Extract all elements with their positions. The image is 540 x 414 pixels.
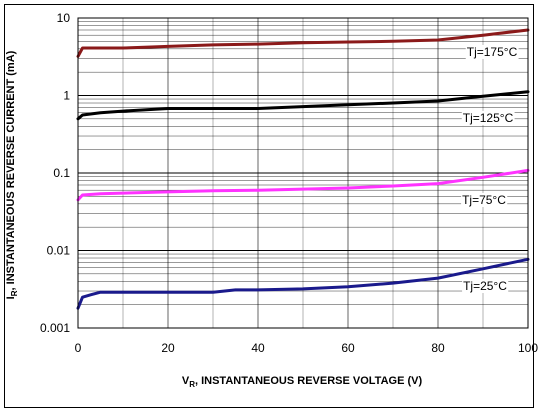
series-label: Tj=25°C xyxy=(463,279,507,293)
y-axis-title: IR, INSTANTANEOUS REVERSE CURRENT (mA) xyxy=(5,50,19,299)
series-lines xyxy=(76,28,530,310)
x-tick-label: 0 xyxy=(75,341,82,355)
y-tick-label: 0.01 xyxy=(47,244,71,258)
x-tick-label: 40 xyxy=(251,341,265,355)
x-tick-label: 20 xyxy=(161,341,175,355)
grid xyxy=(77,18,529,329)
chart-frame xyxy=(4,4,534,408)
y-tick-label: 0.1 xyxy=(53,166,70,180)
series-line-tj75c xyxy=(76,168,530,202)
series-label: Tj=75°C xyxy=(462,193,506,207)
series-label-background xyxy=(462,279,509,293)
series-line-tj125c xyxy=(76,90,530,121)
tick-labels: 0 20 40 60 80 100 0.001 0.01 0.1 1 10 xyxy=(40,11,538,355)
x-axis-title: VR, INSTANTANEOUS REVERSE VOLTAGE (V) xyxy=(182,375,423,389)
x-tick-label: 80 xyxy=(431,341,445,355)
series-label-background xyxy=(465,45,519,59)
plot-area-border xyxy=(77,17,529,329)
series-label: Tj=175°C xyxy=(467,45,518,59)
x-tick-label: 100 xyxy=(518,341,538,355)
y-tick-label: 10 xyxy=(57,11,71,25)
y-tick-label: 0.001 xyxy=(40,321,70,335)
series-line-tj25c xyxy=(76,257,530,310)
x-tick-label: 60 xyxy=(341,341,355,355)
series-labels: Tj=175°C Tj=125°C Tj=75°C Tj=25°C xyxy=(461,45,519,293)
series-label-background xyxy=(461,111,515,125)
series-line-tj175c xyxy=(76,28,530,58)
series-label: Tj=125°C xyxy=(463,111,514,125)
series-label-background xyxy=(461,193,508,207)
y-tick-label: 1 xyxy=(63,89,70,103)
